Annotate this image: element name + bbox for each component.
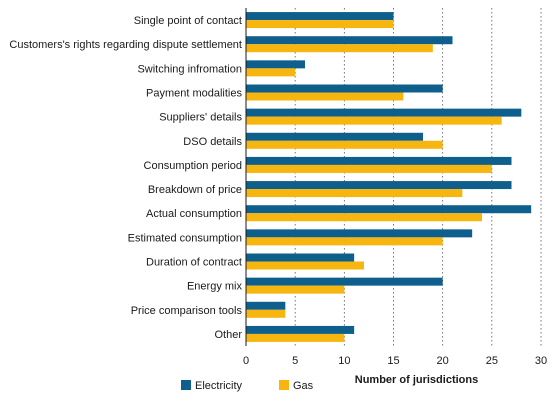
category-label: Duration of contract <box>146 257 242 269</box>
category-label: Single point of contact <box>134 15 242 27</box>
bar-gas <box>246 333 345 342</box>
x-tick-label: 25 <box>486 355 498 367</box>
x-tick-label: 20 <box>437 355 449 367</box>
bar-electricity <box>246 84 443 93</box>
bar-gas <box>246 285 345 294</box>
x-tick-label: 30 <box>535 355 547 367</box>
bar-gas <box>246 20 394 29</box>
bar-electricity <box>246 36 453 45</box>
bar-gas <box>246 309 286 318</box>
category-label: Breakdown of price <box>148 184 242 196</box>
category-label: Consumption period <box>144 160 242 172</box>
bar-electricity <box>246 12 394 21</box>
legend-swatch-electricity <box>181 380 191 390</box>
bar-electricity <box>246 205 532 214</box>
bar-gas <box>246 92 404 101</box>
bar-electricity <box>246 301 286 310</box>
category-label: Customers's rights regarding dispute set… <box>9 39 242 51</box>
legend: Electricity Gas <box>181 380 314 392</box>
bar-gas <box>246 68 296 77</box>
bar-electricity <box>246 132 423 141</box>
category-label: Price comparison tools <box>131 305 243 317</box>
category-label: Estimated consumption <box>128 232 242 244</box>
legend-label-electricity: Electricity <box>195 380 243 392</box>
bar-electricity <box>246 253 355 262</box>
bar-gas <box>246 213 482 222</box>
bar-electricity <box>246 229 473 238</box>
category-label: Switching infromation <box>137 63 242 75</box>
bar-electricity <box>246 325 355 334</box>
bar-electricity <box>246 156 512 165</box>
x-ticks: 0 5 10 15 20 25 30 <box>243 355 547 367</box>
x-axis-title: Number of jurisdictions <box>355 374 478 386</box>
bar-gas <box>246 116 502 125</box>
category-label: Other <box>214 329 242 341</box>
x-tick-label: 0 <box>243 355 249 367</box>
bar-gas <box>246 44 433 53</box>
category-label: Suppliers' details <box>159 112 242 124</box>
category-label: DSO details <box>183 136 242 148</box>
bar-electricity <box>246 277 443 286</box>
x-tick-label: 15 <box>387 355 399 367</box>
bar-gas <box>246 261 364 270</box>
category-labels: Single point of contact Customers's right… <box>9 15 242 341</box>
legend-swatch-gas <box>279 380 289 390</box>
bar-electricity <box>246 181 512 190</box>
bars <box>246 12 532 342</box>
grid-lines <box>294 8 542 346</box>
bar-gas <box>246 140 443 149</box>
bar-gas <box>246 164 492 173</box>
category-label: Actual consumption <box>146 208 242 220</box>
bar-gas <box>246 237 443 246</box>
category-label: Payment modalities <box>146 88 242 100</box>
legend-label-gas: Gas <box>293 380 314 392</box>
x-tick-label: 5 <box>292 355 298 367</box>
x-tick-label: 10 <box>338 355 350 367</box>
bar-electricity <box>246 60 305 69</box>
bar-gas <box>246 189 463 198</box>
bar-electricity <box>246 108 522 117</box>
category-label: Energy mix <box>187 281 243 293</box>
